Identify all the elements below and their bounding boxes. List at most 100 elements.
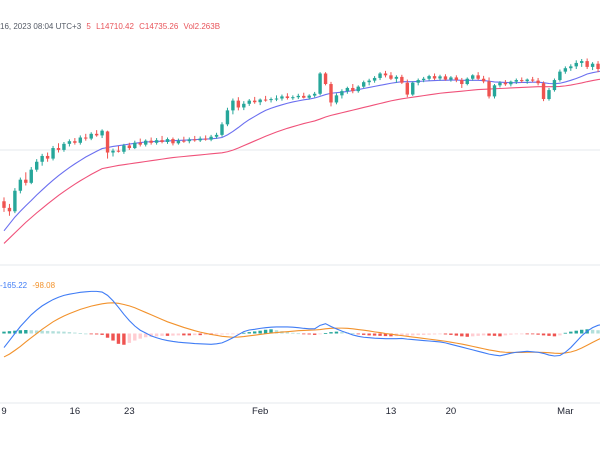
histogram-bar[interactable] — [525, 333, 529, 335]
histogram-bar[interactable] — [89, 333, 93, 335]
candle[interactable] — [62, 141, 66, 152]
candle[interactable] — [552, 78, 557, 92]
histogram-bar[interactable] — [56, 331, 61, 334]
candle[interactable] — [100, 129, 104, 139]
candle[interactable] — [503, 80, 508, 86]
candle[interactable] — [509, 80, 513, 87]
candle[interactable] — [536, 77, 540, 86]
candle[interactable] — [220, 122, 224, 137]
candle[interactable] — [362, 80, 366, 88]
price-pane[interactable] — [2, 58, 600, 244]
histogram-bar[interactable] — [541, 333, 546, 336]
histogram-bar[interactable] — [291, 332, 295, 334]
histogram-bar[interactable] — [307, 333, 311, 335]
histogram-bar[interactable] — [263, 329, 268, 334]
candle[interactable] — [541, 81, 546, 102]
candle[interactable] — [165, 137, 170, 144]
candle[interactable] — [481, 75, 486, 84]
histogram-bar[interactable] — [220, 333, 224, 335]
histogram-bar[interactable] — [520, 333, 524, 335]
candle[interactable] — [94, 130, 99, 137]
histogram-bar[interactable] — [182, 333, 186, 336]
histogram-bar[interactable] — [400, 333, 404, 336]
histogram-bar[interactable] — [35, 330, 39, 334]
histogram-bar[interactable] — [378, 333, 382, 336]
candle[interactable] — [596, 61, 600, 73]
histogram-bar[interactable] — [45, 330, 50, 334]
histogram-bar[interactable] — [133, 333, 137, 341]
candle[interactable] — [149, 137, 153, 145]
candle[interactable] — [122, 143, 126, 154]
candle[interactable] — [2, 197, 6, 212]
candle[interactable] — [280, 94, 284, 101]
candle[interactable] — [411, 81, 415, 96]
candle[interactable] — [35, 159, 39, 172]
histogram-bar[interactable] — [574, 330, 578, 334]
candle[interactable] — [351, 84, 355, 94]
candle[interactable] — [56, 143, 61, 153]
histogram-bar[interactable] — [242, 332, 246, 334]
histogram-bar[interactable] — [127, 333, 132, 343]
candle[interactable] — [574, 60, 578, 69]
candle[interactable] — [40, 153, 44, 166]
histogram-bar[interactable] — [274, 330, 279, 334]
candle[interactable] — [334, 93, 339, 105]
histogram-bar[interactable] — [144, 333, 148, 338]
candle[interactable] — [580, 58, 584, 67]
candle[interactable] — [312, 91, 317, 98]
candle[interactable] — [329, 81, 333, 107]
histogram-bar[interactable] — [302, 333, 306, 335]
candle[interactable] — [438, 74, 442, 81]
candle[interactable] — [492, 84, 497, 99]
histogram-bar[interactable] — [312, 333, 317, 335]
histogram-bar[interactable] — [498, 333, 502, 337]
candle[interactable] — [318, 72, 322, 96]
histogram-bar[interactable] — [193, 333, 197, 336]
histogram-bar[interactable] — [116, 333, 121, 344]
histogram-bar[interactable] — [253, 331, 257, 334]
histogram-bar[interactable] — [569, 331, 573, 334]
histogram-bar[interactable] — [367, 333, 371, 336]
candle[interactable] — [498, 81, 502, 88]
histogram-bar[interactable] — [176, 333, 181, 336]
histogram-bar[interactable] — [84, 333, 88, 335]
candle[interactable] — [176, 138, 181, 145]
candle[interactable] — [449, 76, 453, 82]
candle[interactable] — [307, 94, 311, 100]
histogram-bar[interactable] — [356, 333, 360, 335]
candle[interactable] — [471, 74, 475, 81]
histogram-bar[interactable] — [198, 333, 202, 336]
histogram-bar[interactable] — [214, 333, 219, 335]
histogram-bar[interactable] — [285, 332, 290, 334]
candle[interactable] — [67, 139, 72, 147]
candle[interactable] — [29, 167, 33, 185]
histogram-bar[interactable] — [318, 333, 322, 335]
candle[interactable] — [258, 98, 262, 106]
histogram-bar[interactable] — [421, 333, 426, 335]
candle[interactable] — [356, 85, 360, 93]
histogram-bar[interactable] — [225, 333, 230, 335]
histogram-bar[interactable] — [465, 333, 469, 337]
candle[interactable] — [89, 132, 93, 141]
histogram-bar[interactable] — [67, 332, 72, 334]
histogram-bar[interactable] — [51, 331, 55, 334]
histogram-bar[interactable] — [149, 333, 153, 337]
candle[interactable] — [558, 69, 562, 82]
candle[interactable] — [367, 78, 371, 86]
candle[interactable] — [127, 142, 132, 150]
candle[interactable] — [274, 95, 279, 102]
candle[interactable] — [530, 76, 535, 83]
histogram-bar[interactable] — [138, 333, 142, 339]
histogram-bar[interactable] — [552, 333, 557, 337]
histogram-bar[interactable] — [334, 331, 339, 334]
candle[interactable] — [520, 77, 524, 83]
histogram-bar[interactable] — [100, 333, 104, 335]
histogram-bar[interactable] — [536, 333, 540, 335]
histogram-bar[interactable] — [476, 333, 480, 336]
candle[interactable] — [187, 137, 191, 144]
candle[interactable] — [323, 72, 328, 86]
histogram-bar[interactable] — [94, 333, 99, 335]
histogram-bar[interactable] — [269, 329, 273, 334]
candle[interactable] — [416, 78, 420, 86]
